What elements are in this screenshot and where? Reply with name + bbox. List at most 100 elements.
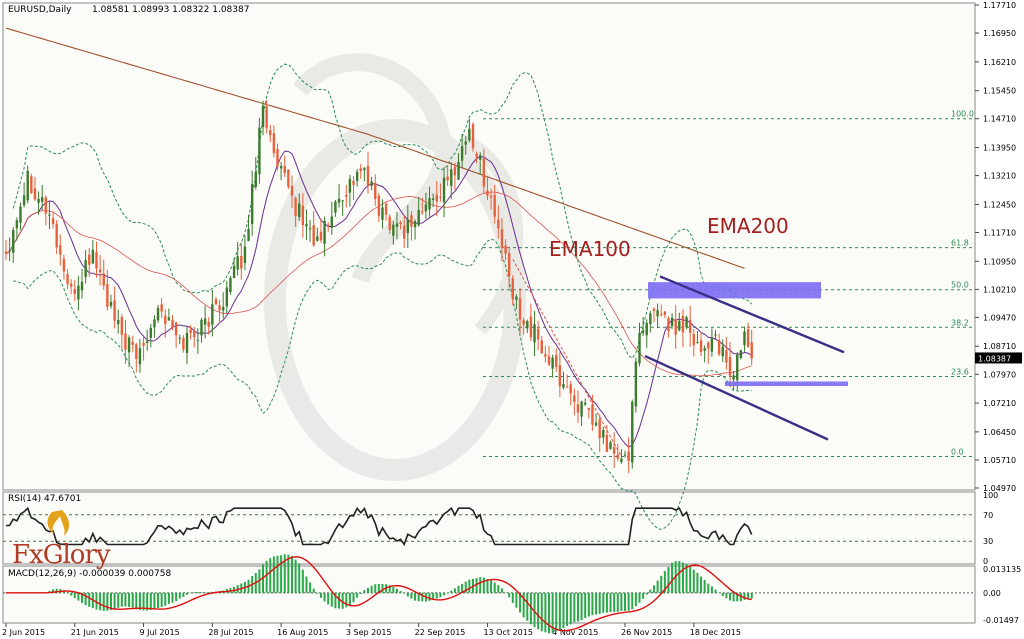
macd-histogram-bar bbox=[171, 592, 174, 603]
candle-body bbox=[435, 194, 438, 202]
price-panel bbox=[2, 2, 976, 491]
candle-body bbox=[555, 354, 558, 367]
macd-histogram-bar bbox=[200, 592, 203, 593]
candle-body bbox=[526, 321, 529, 329]
candle-body bbox=[399, 222, 402, 225]
candle-body bbox=[269, 130, 272, 136]
macd-histogram-bar bbox=[616, 592, 619, 612]
candle-body bbox=[370, 181, 373, 186]
macd-histogram-bar bbox=[359, 592, 362, 594]
macd-histogram-bar bbox=[345, 592, 348, 608]
candle-body bbox=[529, 316, 533, 338]
candle-body bbox=[44, 197, 48, 214]
macd-histogram-bar bbox=[327, 592, 330, 605]
rsi-tick-label: 100 bbox=[983, 491, 998, 500]
price-tick-label: 1.10950 bbox=[983, 257, 1016, 266]
candle-body bbox=[746, 329, 750, 347]
candle-body bbox=[410, 215, 413, 227]
candle-body bbox=[178, 337, 181, 339]
candle-body bbox=[721, 346, 724, 357]
candle-body bbox=[55, 223, 58, 248]
macd-histogram-bar bbox=[186, 592, 188, 595]
candle-body bbox=[424, 204, 428, 212]
candle-body bbox=[728, 357, 732, 376]
candle-body bbox=[576, 404, 580, 413]
candle-body bbox=[471, 124, 475, 149]
rsi-line bbox=[5, 506, 753, 547]
candle-body bbox=[73, 288, 76, 294]
macd-histogram-bar bbox=[609, 592, 612, 613]
macd-histogram-bar bbox=[526, 592, 529, 621]
candle-body bbox=[138, 348, 142, 365]
macd-histogram-bar bbox=[598, 592, 601, 614]
candle-body bbox=[732, 375, 735, 380]
macd-histogram-bar bbox=[312, 588, 315, 593]
candle-body bbox=[26, 170, 29, 201]
macd-histogram-bar bbox=[160, 592, 163, 608]
macd-histogram-bar bbox=[511, 592, 514, 603]
macd-histogram-bar bbox=[77, 592, 80, 601]
price-tick-label: 1.04970 bbox=[983, 484, 1016, 493]
candle-body bbox=[207, 321, 210, 327]
macd-histogram-bar bbox=[584, 592, 587, 619]
fib-label: 23.6 bbox=[951, 368, 969, 377]
macd-histogram-bar bbox=[84, 592, 87, 606]
rsi-tick-label: 0 bbox=[983, 557, 988, 566]
macd-histogram-bar bbox=[500, 588, 503, 593]
price-channel-overlay bbox=[644, 275, 848, 441]
macd-histogram-bar bbox=[645, 592, 648, 595]
candle-body bbox=[497, 219, 500, 229]
macd-histogram-bar bbox=[736, 592, 739, 602]
macd-histogram-bar bbox=[529, 592, 532, 625]
macd-histogram-bar bbox=[743, 592, 746, 600]
macd-histogram-bar bbox=[88, 592, 91, 607]
macd-histogram-bar bbox=[642, 592, 645, 599]
candle-body bbox=[479, 155, 482, 160]
candle-body bbox=[544, 354, 547, 357]
macd-histogram-bar bbox=[138, 592, 141, 610]
macd-histogram-bar bbox=[638, 592, 641, 603]
candle-body bbox=[229, 278, 232, 292]
candle-body bbox=[707, 342, 710, 349]
price-tick-label: 1.11710 bbox=[983, 228, 1016, 237]
macd-histogram-bar bbox=[453, 588, 456, 593]
ema100-label: EMA100 bbox=[549, 237, 631, 261]
candle-body bbox=[507, 253, 511, 277]
macd-histogram-bar bbox=[367, 587, 369, 593]
candle-body bbox=[725, 350, 728, 363]
macd-histogram-bar bbox=[52, 589, 55, 593]
candle-body bbox=[247, 228, 250, 242]
macd-histogram-bar bbox=[294, 559, 297, 593]
candle-body bbox=[717, 340, 721, 355]
chart-symbol: EURUSD,Daily bbox=[8, 5, 72, 15]
candle-body bbox=[486, 190, 489, 196]
macd-histogram-bar bbox=[135, 592, 138, 610]
macd-histogram-bar bbox=[620, 592, 623, 611]
candle-body bbox=[145, 341, 149, 343]
candle-body bbox=[185, 332, 189, 353]
candle-body bbox=[442, 177, 446, 203]
macd-histogram-bar bbox=[747, 592, 750, 600]
macd-histogram-bar bbox=[464, 581, 467, 593]
macd-histogram-bar bbox=[316, 592, 319, 594]
rsi-tick-label: 30 bbox=[983, 537, 993, 546]
candle-body bbox=[8, 250, 11, 252]
macd-histogram-bar bbox=[175, 592, 178, 602]
macd-histogram-bar bbox=[602, 592, 605, 613]
macd-histogram-bar bbox=[689, 566, 692, 593]
candle-body bbox=[591, 404, 594, 425]
fibonacci-levels: 100.0 61.8 50.0 38.2 23.6 0.0 bbox=[483, 110, 974, 458]
candle-body bbox=[200, 319, 203, 336]
macd-histogram-bar bbox=[330, 592, 333, 607]
candle-body bbox=[106, 284, 109, 307]
macd-histogram-bar bbox=[649, 589, 652, 593]
time-tick-label: 21 Jun 2015 bbox=[71, 628, 119, 637]
candle-body bbox=[95, 252, 98, 269]
macd-histogram-bar bbox=[595, 592, 598, 615]
macd-tick-label: 0.00 bbox=[983, 589, 1001, 598]
macd-histogram-bar bbox=[652, 585, 655, 593]
candle-body bbox=[164, 315, 167, 325]
candle-body bbox=[261, 105, 265, 127]
ema200-line bbox=[5, 27, 745, 269]
flame-icon bbox=[47, 510, 70, 536]
